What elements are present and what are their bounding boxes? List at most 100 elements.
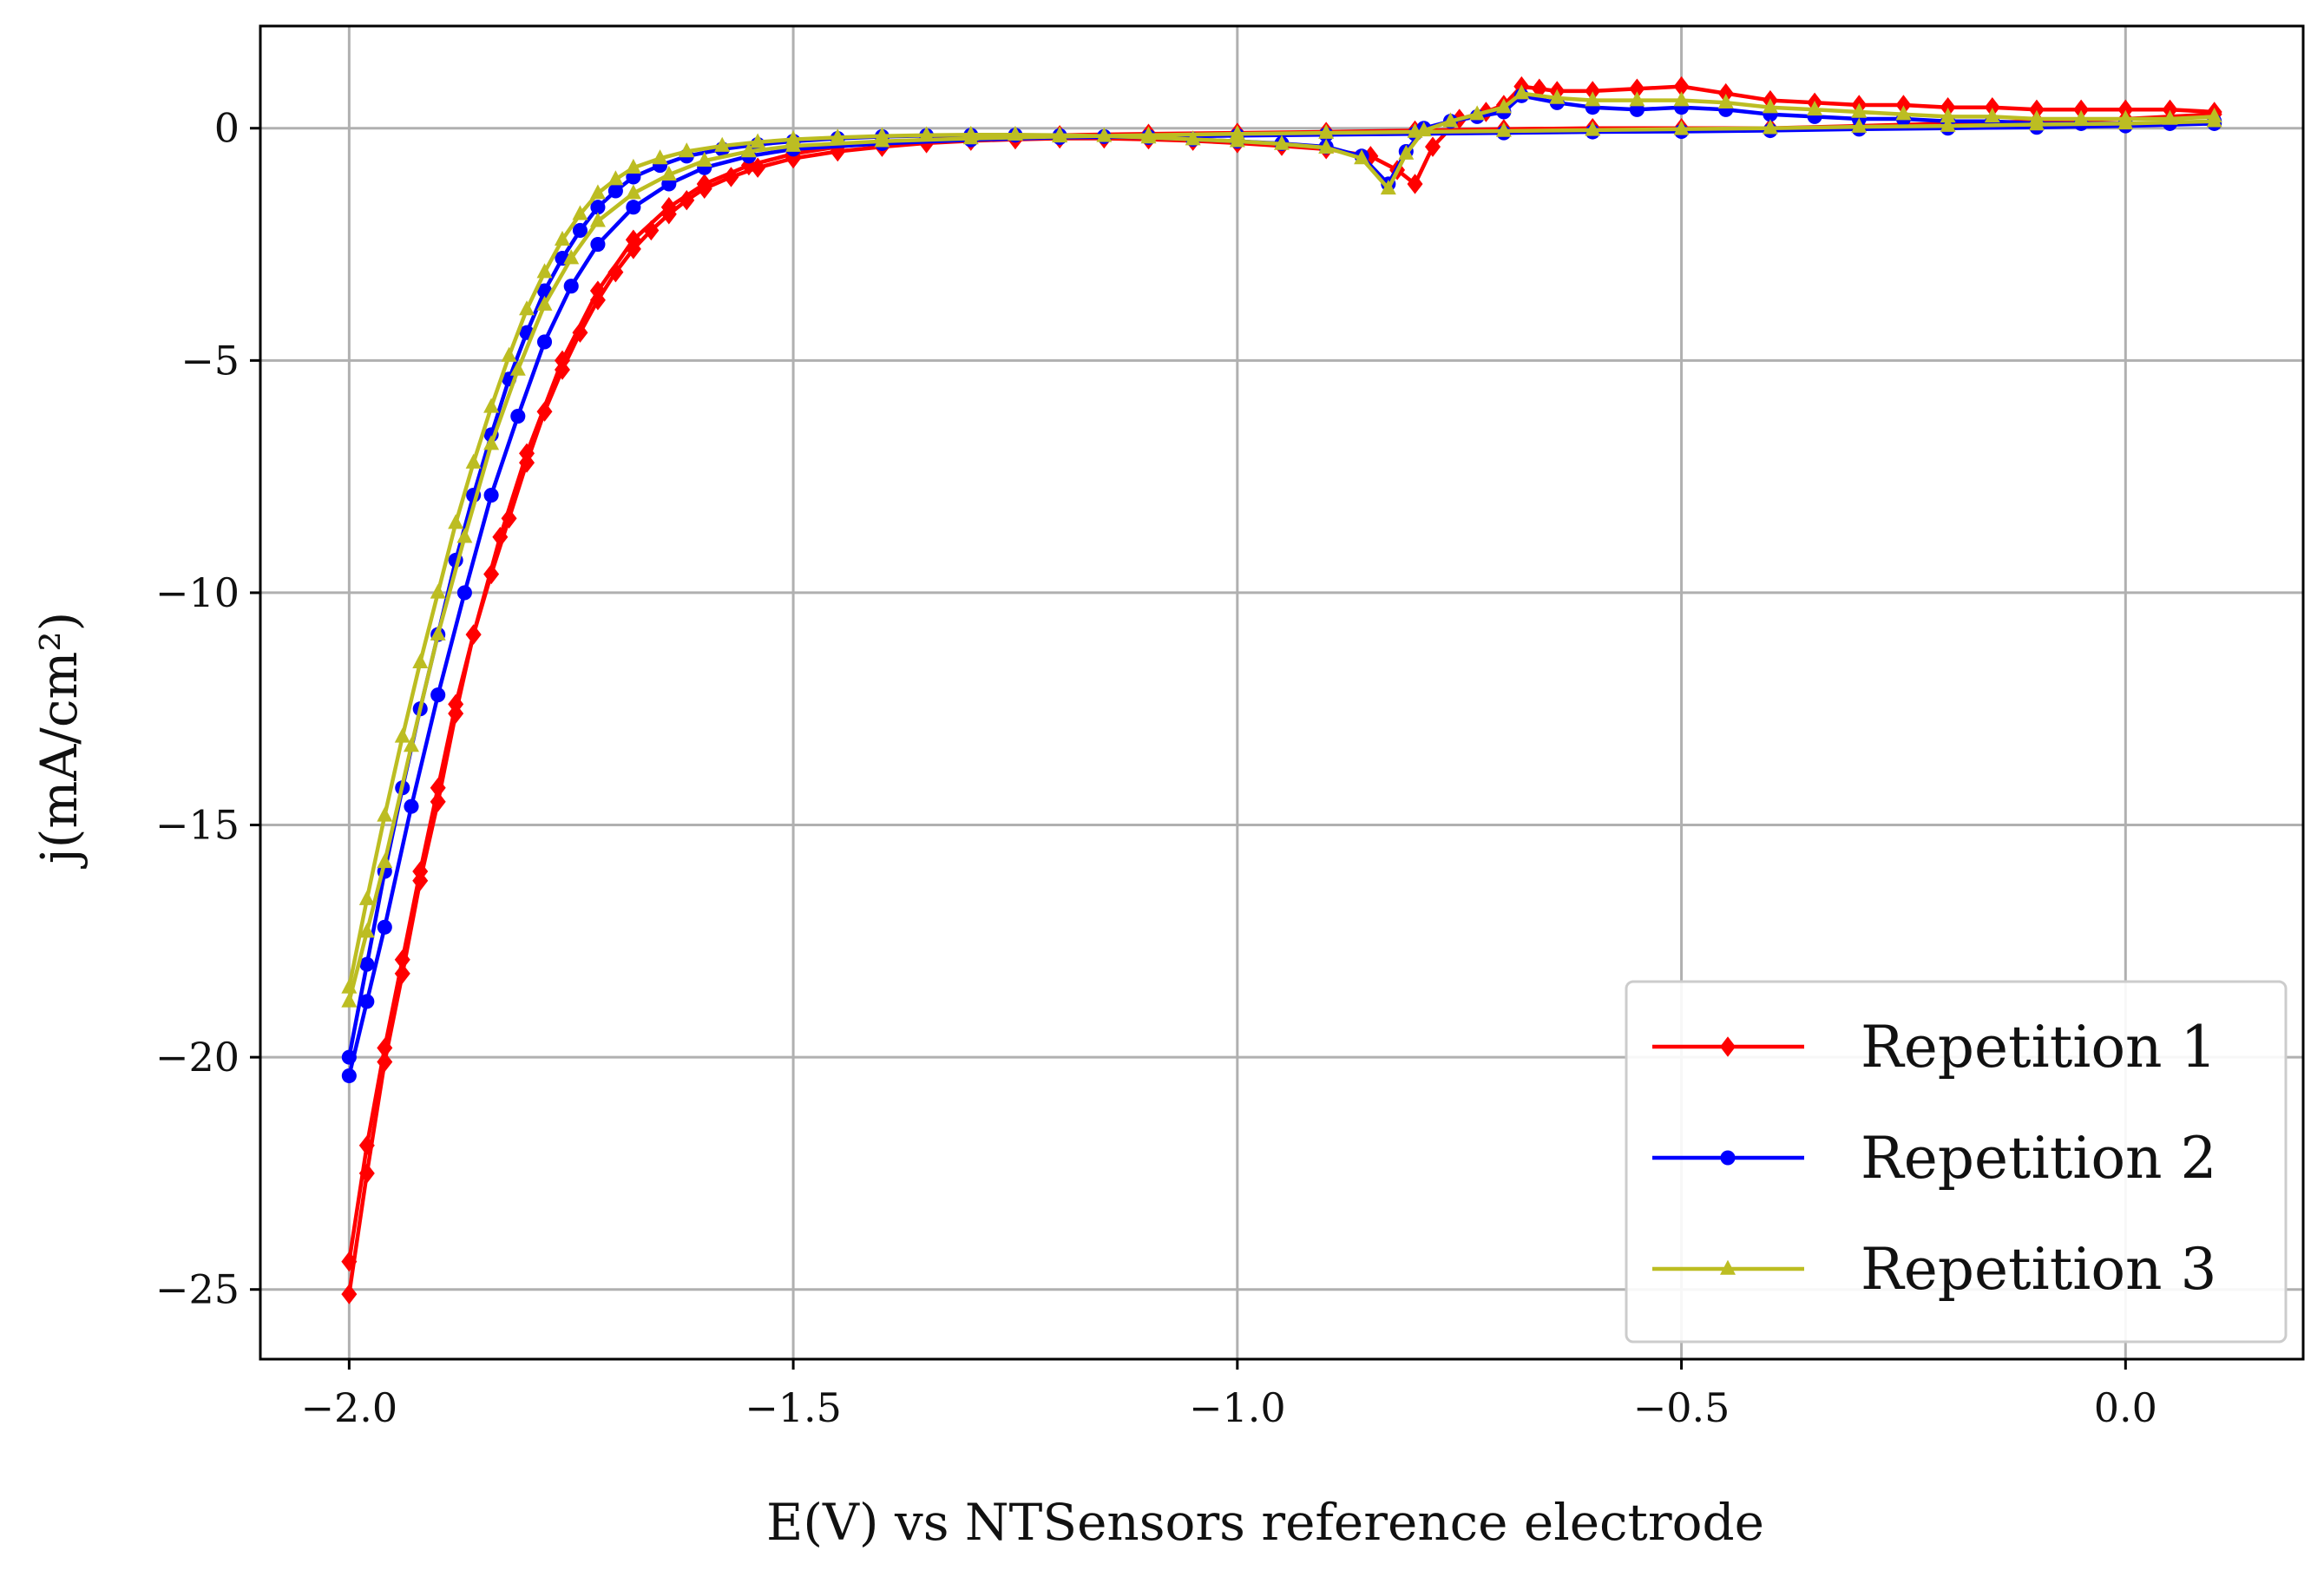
repetition-2-point <box>359 956 375 972</box>
repetition-3-point <box>714 136 731 152</box>
repetition-1-point <box>607 261 624 283</box>
y-tick-label: 0 <box>214 105 240 152</box>
repetition-3-point <box>519 300 535 316</box>
repetition-3-point <box>1318 138 1335 154</box>
repetition-3-point <box>456 528 473 543</box>
repetition-3-point <box>1762 98 1778 114</box>
repetition-2-point <box>359 994 375 1009</box>
repetition-1-point <box>740 154 757 176</box>
y-tick-label: −5 <box>181 337 240 384</box>
legend-label: Repetition 2 <box>1861 1125 2217 1192</box>
repetition-2-point <box>626 200 641 215</box>
x-tick-label: −1.5 <box>745 1384 842 1431</box>
repetition-3-point <box>563 249 580 265</box>
repetition-3-point <box>509 360 526 376</box>
repetition-3-point <box>1762 119 1778 135</box>
repetition-3-point <box>1052 128 1068 143</box>
repetition-2-point <box>430 687 446 703</box>
repetition-3-point <box>483 398 500 413</box>
repetition-3-point <box>1495 122 1512 137</box>
repetition-3-point <box>448 514 464 529</box>
repetition-1-point <box>589 280 606 301</box>
repetition-1-point <box>394 963 410 984</box>
repetition-1-point <box>448 703 464 724</box>
repetition-1-point <box>1424 136 1441 157</box>
repetition-3-point <box>430 625 446 641</box>
repetition-1-point <box>358 1163 375 1184</box>
repetition-2-point <box>590 200 606 215</box>
repetition-1-point <box>430 778 446 798</box>
plot-series <box>341 76 2222 1304</box>
series-repetition-3 <box>341 84 2222 1008</box>
repetition-3-point <box>830 128 846 144</box>
legend-marker <box>1720 1150 1736 1166</box>
repetition-3-point <box>1380 179 1396 195</box>
y-tick-label: −25 <box>155 1266 240 1313</box>
repetition-3-point <box>358 923 375 938</box>
repetition-3-point <box>465 453 482 469</box>
repetition-1-point <box>430 792 446 812</box>
repetition-1-point <box>377 1051 393 1073</box>
repetition-3-point <box>1274 135 1290 150</box>
legend-item-repetition-1: Repetition 1 <box>1652 1014 2217 1081</box>
repetition-2-point <box>483 487 499 503</box>
y-axis-title: j(mA/cm²) <box>30 612 89 869</box>
repetition-3-point <box>607 170 624 186</box>
repetition-1-point <box>2028 99 2045 121</box>
y-tick-label: −10 <box>155 569 240 616</box>
repetition-2-point <box>456 585 472 601</box>
repetition-1-point <box>412 871 429 891</box>
repetition-3-point <box>1469 105 1486 121</box>
repetition-3-point <box>589 212 606 227</box>
repetition-3-point <box>1140 126 1157 141</box>
repetition-3-point <box>652 149 668 165</box>
repetition-1-point <box>1585 81 1601 102</box>
repetition-3-point <box>501 346 517 362</box>
repetition-1-point <box>1531 78 1547 99</box>
repetition-3-point <box>1629 91 1645 107</box>
legend-marker <box>1720 1259 1736 1275</box>
repetition-3-point <box>1940 108 1956 123</box>
repetition-3-point <box>1895 105 1912 121</box>
repetition-1-point <box>643 220 660 241</box>
legend-label: Repetition 1 <box>1861 1014 2217 1081</box>
repetition-3-point <box>1442 112 1459 128</box>
repetition-1-point <box>1407 174 1423 194</box>
repetition-3-point <box>1807 100 1823 116</box>
repetition-2-point <box>510 409 526 424</box>
repetition-1-point <box>341 1284 358 1304</box>
repetition-2-point <box>607 183 623 199</box>
repetition-2-point <box>536 334 553 350</box>
repetition-3-reverse-line <box>347 119 2215 1002</box>
repetition-3-point <box>918 126 935 141</box>
repetition-3-point <box>1513 84 1530 100</box>
repetition-3-point <box>572 205 588 220</box>
repetition-3-point <box>2117 115 2134 130</box>
y-tick-label: −15 <box>155 802 240 849</box>
legend-box <box>1625 980 2288 1344</box>
repetition-2-point <box>572 222 588 239</box>
repetition-3-point <box>740 142 757 158</box>
repetition-1-point <box>1629 78 1645 99</box>
y-tick-label: −20 <box>155 1034 240 1081</box>
axis-ticks: −2.0 −1.5 −1.0 −0.5 0.0 0 −5 −10 −15 −20 −25 <box>155 105 2157 1431</box>
repetition-3-point <box>554 230 570 246</box>
repetition-1-point <box>394 949 410 970</box>
repetition-1-point <box>1895 95 1912 115</box>
repetition-3-point <box>1549 89 1566 104</box>
repetition-1-point <box>625 229 641 250</box>
legend: Repetition 1 Repetition 2 Repetition 3 <box>1625 980 2288 1344</box>
repetition-3-point <box>1229 124 1245 140</box>
repetition-2-point <box>590 236 606 253</box>
repetition-1-point <box>377 1037 393 1059</box>
repetition-1-point <box>723 167 739 187</box>
repetition-3-point <box>1585 91 1601 107</box>
repetition-3-point <box>377 806 393 822</box>
repetition-3-point <box>377 852 393 869</box>
repetition-1-point <box>554 350 570 371</box>
repetition-1-point <box>492 527 509 548</box>
repetition-3-point <box>430 583 446 599</box>
repetition-3-point <box>625 158 641 174</box>
repetition-1-point <box>1940 96 1956 118</box>
repetition-3-point <box>1851 102 1868 118</box>
